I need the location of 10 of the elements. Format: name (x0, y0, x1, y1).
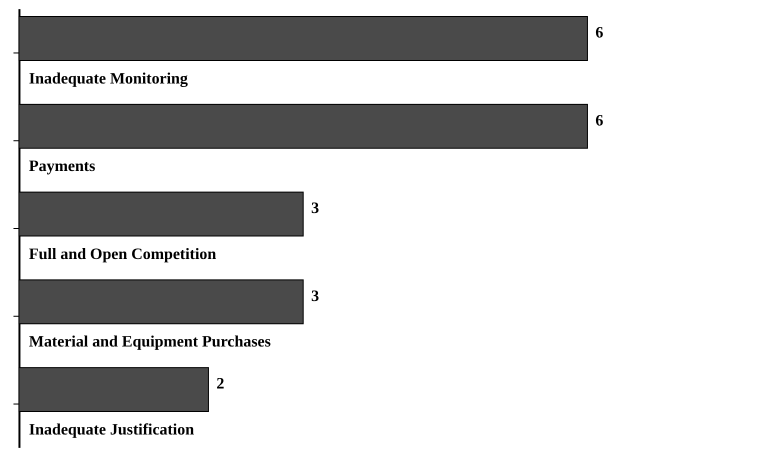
data-label: 3 (311, 288, 320, 305)
y-tick-label: Payments (28, 158, 96, 176)
y-tick-label: Inadequate Monitoring (28, 70, 188, 88)
data-label: 3 (311, 200, 320, 218)
y-tick-label: Full and Open Competition (28, 246, 216, 263)
data-label: 2 (216, 376, 224, 393)
data-label: 6 (595, 24, 604, 42)
y-tick-label: Inadequate Justification (28, 421, 194, 438)
y-tick-label: Material and Equipment Purchases (28, 334, 271, 351)
data-label: 6 (595, 112, 604, 130)
